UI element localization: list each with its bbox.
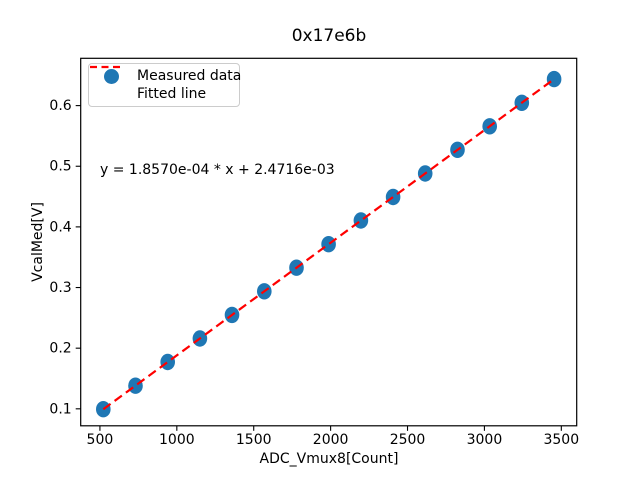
x-tick-label: 3500 (543, 432, 579, 448)
y-axis-label: VcalMed[V] (30, 202, 46, 282)
data-point (546, 70, 562, 88)
data-point (321, 236, 336, 253)
legend-label-fitted-line: Fitted line (137, 86, 207, 102)
y-tick-label: 0.1 (49, 401, 71, 417)
legend-label-measured-data: Measured data (137, 68, 242, 84)
x-tick-label: 1500 (236, 432, 272, 448)
y-tick-label: 0.4 (49, 219, 71, 235)
legend-item-measured-data: Measured data (93, 67, 241, 85)
x-axis-label: ADC_Vmux8[Count] (259, 451, 399, 467)
x-tick-label: 2000 (313, 432, 349, 448)
legend: Measured data Fitted line (88, 63, 241, 107)
fit-line (102, 78, 555, 411)
x-tick-label: 500 (87, 432, 114, 448)
data-point (128, 377, 143, 394)
x-tick-label: 1000 (159, 432, 195, 448)
y-tick-label: 0.3 (49, 280, 71, 296)
data-point (160, 353, 175, 371)
y-tick-label: 0.6 (49, 98, 71, 114)
dashed-line-icon (90, 65, 122, 69)
data-point (385, 188, 401, 206)
x-tick-label: 3000 (467, 432, 503, 448)
y-tick-label: 0.2 (49, 341, 71, 357)
data-point (353, 212, 369, 229)
y-tick-label: 0.5 (49, 159, 71, 175)
x-tick-label: 2500 (390, 432, 426, 448)
scatter-marker-icon (103, 68, 119, 84)
fit-equation-annotation: y = 1.8570e-04 * x + 2.4716e-03 (100, 162, 335, 178)
legend-swatch-cell (93, 68, 129, 84)
plot-border (80, 57, 578, 427)
legend-item-fitted-line: Fitted line (90, 65, 233, 103)
chart-title: 0x17e6b (291, 26, 367, 46)
